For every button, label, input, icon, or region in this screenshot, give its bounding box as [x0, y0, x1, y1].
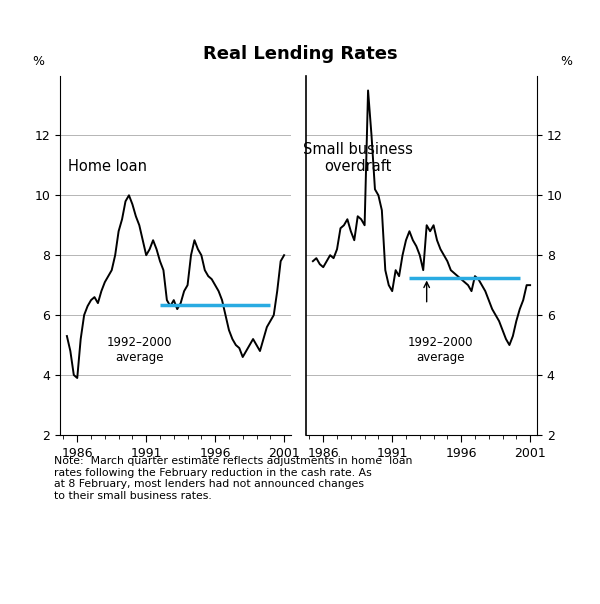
Text: %: %: [560, 56, 572, 68]
Text: Note:  March quarter estimate reflects adjustments in home  loan
rates following: Note: March quarter estimate reflects ad…: [54, 456, 412, 501]
Text: 1992–2000
average: 1992–2000 average: [107, 336, 172, 364]
Text: Small business
overdraft: Small business overdraft: [303, 142, 413, 175]
Text: 1992–2000
average: 1992–2000 average: [408, 336, 473, 364]
Text: Real Lending Rates: Real Lending Rates: [203, 45, 397, 63]
Text: Home loan: Home loan: [68, 159, 146, 175]
Text: %: %: [32, 56, 44, 68]
